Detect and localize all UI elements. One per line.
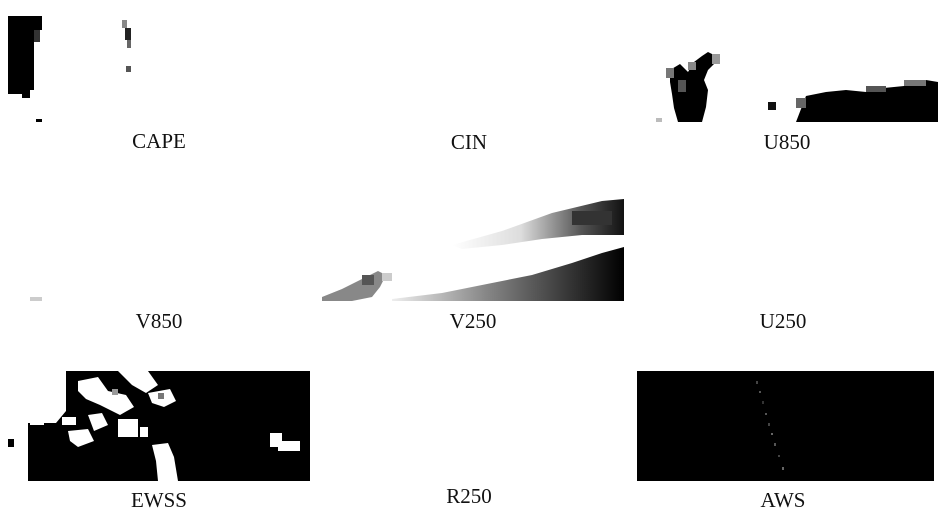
ewss-map [8, 371, 310, 481]
v250-map [322, 191, 624, 301]
r250-label: R250 [446, 484, 492, 508]
v850-heatmap [30, 297, 42, 301]
r250-map [318, 371, 620, 481]
cape-map [8, 12, 310, 122]
u850-heatmap [656, 52, 938, 122]
ewss-label: EWSS [130, 488, 187, 512]
u850-label: U850 [763, 130, 811, 154]
v850-label: V850 [135, 309, 183, 333]
u250-heatmap [632, 191, 934, 301]
u250-label: U250 [759, 309, 807, 333]
u850-map [636, 12, 938, 122]
aws-label: AWS [760, 488, 806, 512]
v850-map [8, 191, 310, 301]
cin-label: CIN [450, 130, 488, 154]
cape-label: CAPE [132, 129, 186, 153]
aws-heatmap [637, 371, 934, 481]
r250-heatmap [318, 371, 620, 481]
aws-map [632, 371, 934, 481]
cin-map [318, 12, 620, 122]
ewss-heatmap [8, 371, 310, 481]
v250-label: V250 [449, 309, 497, 333]
u250-map [632, 191, 934, 301]
v250-heatmap [322, 199, 624, 301]
cin-heatmap [318, 12, 620, 122]
cape-heatmap [8, 16, 131, 122]
